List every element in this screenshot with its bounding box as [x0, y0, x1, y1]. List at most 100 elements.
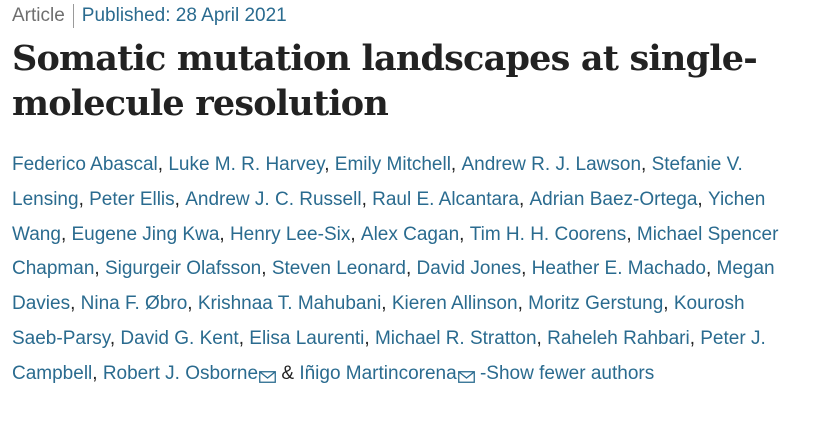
author-separator: ,	[174, 188, 186, 210]
published-date: Published: 28 April 2021	[81, 5, 287, 26]
author-link[interactable]: Moritz Gerstung	[528, 293, 664, 315]
author-separator: ,	[261, 258, 272, 280]
author-link[interactable]: Eugene Jing Kwa	[71, 223, 220, 245]
author-link[interactable]: Emily Mitchell	[334, 154, 451, 175]
author-link[interactable]: Peter Ellis	[89, 188, 175, 210]
author-link[interactable]: Stefanie V. Lensing	[12, 154, 743, 210]
author-separator: ,	[536, 327, 548, 349]
author-link[interactable]: Henry Lee-Six	[229, 223, 351, 245]
author-item: Raul E. Alcantara,	[372, 189, 529, 210]
author-list: Federico Abascal, Luke M. R. Harvey, Emi…	[12, 148, 782, 392]
author-link[interactable]: Peter J. Campbell	[12, 327, 766, 384]
author-separator: ,	[459, 223, 470, 245]
author-separator: ,	[641, 154, 652, 175]
author-link[interactable]: David Jones	[416, 258, 522, 280]
author-item: Elisa Laurenti,	[249, 328, 375, 349]
author-link[interactable]: Robert J. Osborne	[102, 362, 259, 384]
author-item: Stefanie V. Lensing,	[12, 154, 743, 210]
author-item: Luke M. R. Harvey,	[168, 154, 334, 175]
author-item: Sigurgeir Olafsson,	[105, 258, 272, 279]
author-link[interactable]: Kourosh Saeb-Parsy	[12, 293, 745, 349]
author-separator: ,	[219, 223, 230, 245]
author-item: Heather E. Machado,	[532, 258, 717, 279]
author-separator: ,	[518, 188, 530, 210]
author-link[interactable]: Elisa Laurenti	[249, 327, 365, 349]
author-item: Emily Mitchell,	[335, 154, 462, 175]
author-link[interactable]: Michael R. Stratton	[374, 327, 537, 349]
author-link[interactable]: Federico Abascal	[12, 154, 158, 175]
author-link[interactable]: David G. Kent	[120, 327, 239, 349]
author-link[interactable]: Heather E. Machado	[531, 258, 706, 280]
author-link[interactable]: Tim H. H. Coorens	[469, 223, 627, 245]
author-item: Andrew J. C. Russell,	[185, 189, 372, 210]
author-separator: ,	[238, 327, 250, 349]
author-item: Krishnaa T. Mahubani,	[198, 293, 392, 314]
author-link[interactable]: Nina F. Øbro	[80, 293, 188, 315]
author-link[interactable]: Adrian Baez-Ortega	[529, 188, 698, 210]
author-link[interactable]: Andrew R. J. Lawson	[461, 154, 642, 175]
email-icon[interactable]	[259, 361, 276, 383]
author-item: Yichen Wang,	[12, 189, 765, 245]
author-link[interactable]: Sigurgeir Olafsson	[104, 258, 262, 280]
author-item: Adrian Baez-Ortega,	[530, 189, 708, 210]
show-fewer-authors-link[interactable]: -Show fewer authors	[479, 362, 655, 384]
author-link[interactable]: Raul E. Alcantara	[372, 188, 519, 210]
author-separator: ,	[350, 223, 361, 245]
author-item: Michael Spencer Chapman,	[12, 224, 778, 280]
author-separator: ,	[157, 154, 169, 175]
author-item: Alex Cagan,	[361, 224, 470, 245]
author-separator: ,	[324, 154, 335, 175]
author-item: Peter J. Campbell,	[12, 328, 766, 384]
author-separator: ,	[381, 293, 392, 315]
author-separator: ,	[626, 223, 637, 245]
author-item: Megan Davies,	[12, 258, 775, 314]
author-separator: ,	[697, 188, 708, 210]
author-separator: ,	[450, 154, 462, 175]
author-item: Moritz Gerstung,	[528, 293, 674, 314]
article-title: Somatic mutation landscapes at single-mo…	[12, 38, 758, 124]
author-link[interactable]: Alex Cagan	[360, 223, 460, 245]
author-item: Steven Leonard,	[272, 258, 417, 279]
author-separator: &	[276, 362, 300, 384]
author-link[interactable]: Steven Leonard	[271, 258, 406, 280]
author-link[interactable]: Michael Spencer Chapman	[12, 223, 779, 280]
author-item: Robert J. Osborne &	[103, 363, 299, 384]
article-meta: Article Published: 28 April 2021	[12, 4, 287, 28]
author-link[interactable]: Andrew J. C. Russell	[185, 188, 362, 210]
author-item: Andrew R. J. Lawson,	[461, 154, 651, 175]
author-item: Iñigo Martincorena	[299, 361, 475, 384]
author-item: David Jones,	[417, 258, 532, 279]
author-separator: ,	[60, 223, 72, 245]
author-separator: ,	[94, 258, 105, 280]
author-link[interactable]: Krishnaa T. Mahubani	[197, 293, 382, 315]
author-link[interactable]: Kieren Allinson	[391, 293, 518, 315]
author-item: Eugene Jing Kwa,	[72, 224, 230, 245]
author-link[interactable]: Raheleh Rahbari	[547, 327, 690, 349]
author-separator: ,	[663, 293, 674, 315]
author-separator: ,	[364, 327, 375, 349]
author-item: Kieren Allinson,	[392, 293, 528, 314]
author-separator: ,	[521, 258, 532, 280]
author-separator: ,	[187, 293, 198, 315]
author-item: Nina F. Øbro,	[81, 293, 198, 314]
author-separator: ,	[92, 362, 103, 384]
author-link[interactable]: Yichen Wang	[12, 188, 766, 245]
author-separator: ,	[109, 327, 121, 349]
author-item: Michael R. Stratton,	[375, 328, 547, 349]
author-separator: ,	[361, 188, 373, 210]
author-separator: ,	[78, 188, 90, 210]
author-separator: ,	[70, 293, 81, 315]
author-separator: ,	[517, 293, 529, 315]
author-link[interactable]: Iñigo Martincorena	[299, 362, 457, 384]
email-icon[interactable]	[457, 361, 475, 383]
author-item: Federico Abascal,	[12, 154, 168, 175]
author-toggle-item: -Show fewer authors	[480, 363, 654, 384]
author-item: Tim H. H. Coorens,	[470, 224, 637, 245]
author-link[interactable]: Luke M. R. Harvey	[168, 154, 325, 175]
author-item: David G. Kent,	[120, 328, 249, 349]
author-separator: ,	[405, 258, 417, 280]
author-item: Henry Lee-Six,	[230, 224, 361, 245]
author-link[interactable]: Megan Davies	[12, 258, 775, 315]
author-item: Peter Ellis,	[89, 189, 185, 210]
